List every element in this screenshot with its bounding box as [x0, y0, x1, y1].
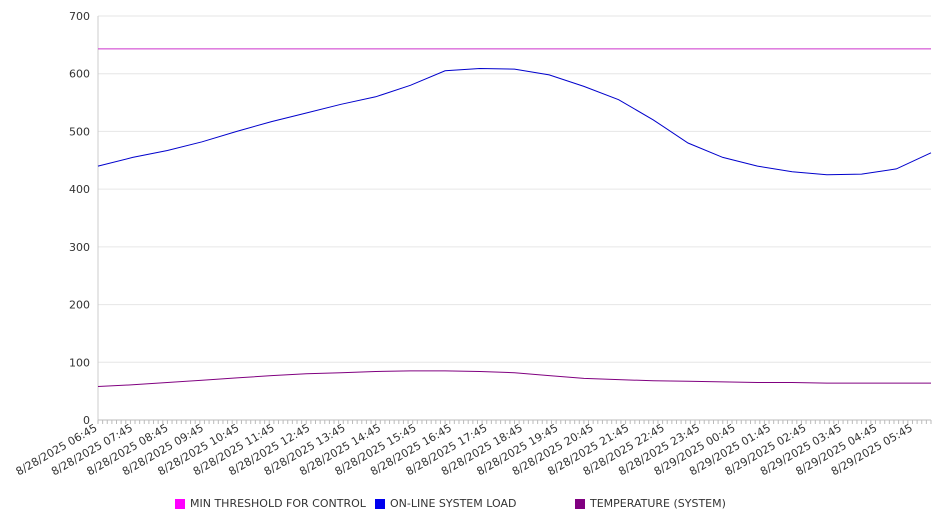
- y-tick-label: 300: [69, 241, 90, 254]
- y-axis: 0 100 200 300 400 500 600 700: [69, 10, 99, 427]
- y-tick-label: 400: [69, 183, 90, 196]
- legend-swatch-temperature: [575, 498, 585, 509]
- y-tick-label: 0: [83, 414, 90, 427]
- legend-item-system-load: ON-LINE SYSTEM LOAD: [375, 497, 516, 510]
- legend: MIN THRESHOLD FOR CONTROL ON-LINE SYSTEM…: [0, 497, 946, 515]
- legend-label-system-load: ON-LINE SYSTEM LOAD: [390, 497, 517, 510]
- gridlines: [98, 15, 931, 421]
- series-line-2: [97, 370, 931, 387]
- legend-label-temperature: TEMPERATURE (SYSTEM): [590, 497, 726, 510]
- legend-label-min-threshold: MIN THRESHOLD FOR CONTROL: [190, 497, 366, 510]
- y-tick-label: 100: [69, 356, 90, 369]
- y-tick-label: 200: [69, 299, 90, 312]
- series-layer: [97, 48, 932, 387]
- line-chart: 0 100 200 300 400 500 600 700 8/28/2025 06:458/…: [14, 10, 932, 478]
- legend-swatch-min-threshold: [175, 498, 185, 509]
- series-line-1: [97, 67, 932, 176]
- legend-swatch-system-load: [375, 498, 385, 509]
- y-tick-label: 500: [69, 125, 90, 138]
- y-tick-label: 700: [69, 10, 90, 23]
- legend-item-temperature: TEMPERATURE (SYSTEM): [575, 497, 726, 510]
- x-axis: 8/28/2025 06:458/28/2025 07:458/28/2025 …: [14, 419, 932, 478]
- y-tick-label: 600: [69, 68, 90, 81]
- legend-item-min-threshold: MIN THRESHOLD FOR CONTROL: [175, 497, 366, 510]
